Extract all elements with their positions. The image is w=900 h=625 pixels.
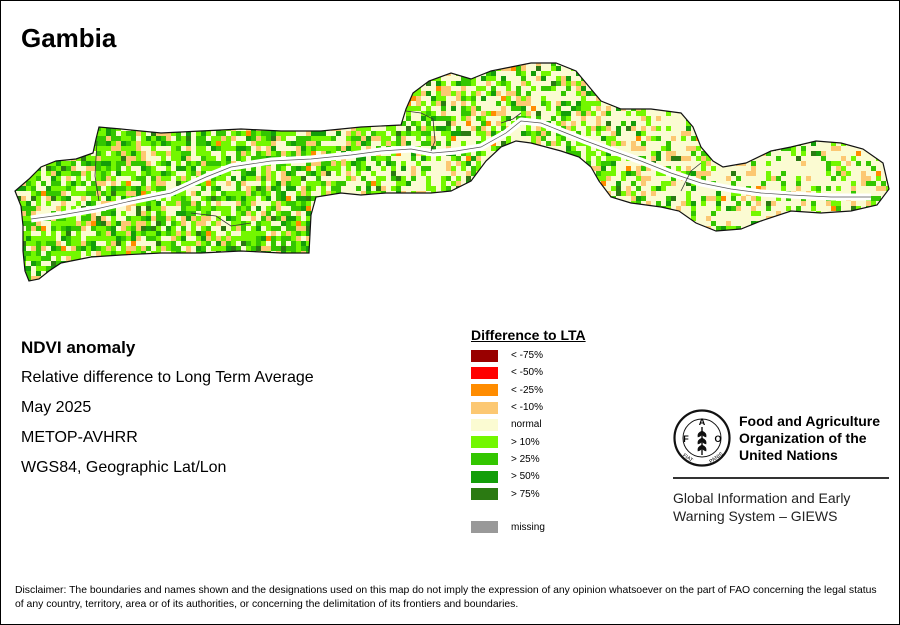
legend-label: < -25%	[511, 384, 543, 396]
system-name: Global Information and Early Warning Sys…	[673, 489, 891, 525]
legend-item: > 50%	[471, 468, 586, 485]
country-map	[14, 62, 890, 282]
fao-logo-icon: A F O FIAT PANIS	[673, 409, 731, 467]
legend-swatch	[471, 470, 498, 483]
legend-item: < -50%	[471, 364, 586, 381]
org-name-line-2: Organization of the	[739, 429, 867, 446]
legend-item: > 75%	[471, 485, 586, 502]
legend-label: normal	[511, 419, 542, 431]
river-banks	[30, 120, 871, 220]
legend-label-missing: missing	[511, 521, 545, 533]
legend-swatch	[471, 436, 498, 449]
legend-swatch	[471, 418, 498, 431]
legend-label: > 50%	[511, 471, 540, 483]
legend-label: > 75%	[511, 488, 540, 500]
legend-title: Difference to LTA	[471, 327, 586, 343]
legend-item: < -25%	[471, 382, 586, 399]
sensor-name: METOP-AVHRR	[21, 429, 138, 446]
logo-letter-a: A	[699, 417, 706, 427]
projection-info: WGS84, Geographic Lat/Lon	[21, 459, 227, 476]
legend-swatch	[471, 488, 498, 501]
legend-label: > 10%	[511, 436, 540, 448]
legend-item: < -75%	[471, 347, 586, 364]
legend-swatch	[471, 366, 498, 379]
map-title: Gambia	[21, 23, 117, 53]
legend-swatch	[471, 453, 498, 466]
logo-letter-o: O	[714, 434, 721, 444]
product-description: Relative difference to Long Term Average	[21, 369, 314, 386]
legend-label: < -50%	[511, 367, 543, 379]
legend-item: normal	[471, 416, 586, 433]
time-period: May 2025	[21, 399, 92, 416]
legend-swatch	[471, 349, 498, 362]
legend-swatch-missing	[471, 521, 498, 534]
legend-item: > 25%	[471, 451, 586, 468]
product-name: NDVI anomaly	[21, 338, 136, 357]
organization-name: Food and Agriculture Organization of the…	[739, 413, 880, 464]
legend-label: > 25%	[511, 453, 540, 465]
legend-item-missing: missing	[471, 519, 586, 536]
divider	[673, 477, 889, 479]
map-info: NDVI anomaly Relative difference to Long…	[21, 333, 314, 483]
legend: Difference to LTA < -75% < -50% < -25% < -1…	[471, 327, 586, 536]
admin-boundaries	[94, 110, 702, 227]
legend-label: < -10%	[511, 402, 543, 414]
system-name-line-2: Warning System – GIEWS	[673, 508, 838, 524]
legend-swatch	[471, 401, 498, 414]
legend-label: < -75%	[511, 350, 543, 362]
legend-swatch	[471, 384, 498, 397]
org-name-line-1: Food and Agriculture	[739, 412, 881, 429]
country-border	[14, 62, 890, 282]
org-name-line-3: United Nations	[739, 446, 838, 463]
legend-item: > 10%	[471, 433, 586, 450]
system-name-line-1: Global Information and Early	[673, 490, 851, 506]
fao-branding: A F O FIAT PANIS Food and Agriculture Or…	[673, 406, 891, 525]
legend-item: < -10%	[471, 399, 586, 416]
logo-letter-f: F	[683, 434, 689, 444]
logo-motto-left: FIAT	[681, 453, 694, 465]
disclaimer: Disclaimer: The boundaries and names sho…	[15, 585, 877, 610]
